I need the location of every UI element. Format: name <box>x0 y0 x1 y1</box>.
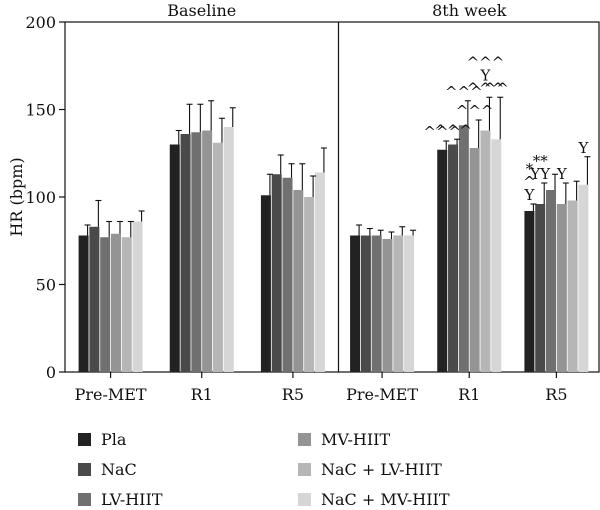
bar-1-0-4 <box>393 235 404 372</box>
significance-mark-1-2-0: ^^^ <box>445 83 483 101</box>
bar-0-2-1 <box>271 174 282 372</box>
bar-1-0-2 <box>371 235 382 372</box>
significance-mark-1-4-0: ^^^ <box>467 79 505 97</box>
legend-swatch <box>298 462 311 476</box>
significance-mark-1-6-2: * <box>526 160 534 178</box>
bar-1-1-4 <box>480 130 491 372</box>
bar-1-0-1 <box>360 235 371 372</box>
chart-error-bars <box>84 96 591 239</box>
bar-0-2-0 <box>260 195 271 372</box>
bar-0-2-4 <box>304 197 315 372</box>
significance-mark-1-7-0: YY <box>529 165 551 183</box>
bar-1-1-0 <box>437 149 448 372</box>
bar-0-1-1 <box>180 134 191 372</box>
legend-item-0: Pla <box>78 428 126 450</box>
bar-0-0-2 <box>100 237 111 372</box>
bar-0-1-3 <box>202 130 213 372</box>
legend-item-2: LV-HIIT <box>78 488 162 510</box>
legend-swatch <box>298 432 311 446</box>
legend-label: LV-HIIT <box>101 489 163 509</box>
y-tick-label-2: 100 <box>25 188 56 207</box>
bar-1-2-0 <box>524 211 535 372</box>
legend-item-3: MV-HIIT <box>298 428 390 450</box>
significance-mark-1-8-0: Y <box>556 165 568 183</box>
bar-0-0-4 <box>121 237 132 372</box>
legend-swatch <box>298 492 311 506</box>
legend-item-4: NaC + LV-HIIT <box>298 458 442 480</box>
chart-bars <box>78 125 589 372</box>
x-tick-label-0-0: Pre-MET <box>75 385 147 404</box>
x-tick-label-0-1: R1 <box>191 385 213 404</box>
legend-label: NaC <box>101 459 137 479</box>
bar-0-2-5 <box>314 172 325 372</box>
significance-mark-1-4-2: ^^^ <box>467 53 505 71</box>
bar-0-2-3 <box>293 190 304 372</box>
bar-1-0-0 <box>350 235 361 372</box>
bar-0-2-2 <box>282 177 293 372</box>
bar-0-0-3 <box>110 233 121 372</box>
bar-1-2-3 <box>556 204 567 372</box>
legend-swatch <box>78 462 91 476</box>
bar-1-1-2 <box>458 125 469 372</box>
significance-mark-1-5-0: ^^ <box>484 79 509 97</box>
legend-item-1: NaC <box>78 458 137 480</box>
bar-1-1-1 <box>448 144 459 372</box>
bar-0-0-1 <box>89 226 100 372</box>
legend-label: NaC + LV-HIIT <box>321 459 442 479</box>
bar-1-1-5 <box>491 139 502 372</box>
bar-1-1-3 <box>469 148 480 372</box>
bar-0-1-2 <box>191 132 202 372</box>
legend-swatch <box>78 432 91 446</box>
legend-label: NaC + MV-HIIT <box>321 489 450 509</box>
legend-swatch <box>78 492 91 506</box>
significance-mark-1-4-1: Y <box>479 66 491 84</box>
legend-item-5: NaC + MV-HIIT <box>298 488 450 510</box>
bar-1-0-3 <box>382 239 393 372</box>
bar-1-0-5 <box>404 235 415 372</box>
panel-title-1: 8th week <box>432 1 507 20</box>
legend-label: Pla <box>101 429 127 449</box>
significance-mark-1-6-1: ^ <box>523 173 536 191</box>
y-tick-label-1: 50 <box>36 276 56 295</box>
bar-1-2-5 <box>578 184 589 372</box>
panel-title-0: Baseline <box>167 1 236 20</box>
x-tick-label-1-0: Pre-MET <box>346 385 418 404</box>
significance-mark-1-1-0: ^^^ <box>434 121 472 139</box>
significance-mark-1-9-0: Y <box>577 139 589 157</box>
significance-mark-1-7-1: ** <box>533 152 549 170</box>
x-tick-label-1-2: R5 <box>545 385 567 404</box>
y-axis-label: HR (bpm) <box>7 157 26 236</box>
significance-mark-1-3-0: ^^^ <box>456 102 494 120</box>
bar-1-2-1 <box>535 204 546 372</box>
y-tick-label-0: 0 <box>46 363 56 382</box>
bar-0-1-0 <box>169 144 180 372</box>
y-tick-label-4: 200 <box>25 13 56 32</box>
legend-label: MV-HIIT <box>321 429 391 449</box>
chart-axes: 0 50 100 150 200 HR (bpm) <box>7 13 600 382</box>
bar-0-1-5 <box>223 127 234 372</box>
bar-1-2-4 <box>567 200 578 372</box>
bar-0-0-5 <box>132 221 143 372</box>
x-tick-label-1-1: R1 <box>458 385 480 404</box>
significance-mark-1-6-0: Y <box>523 186 535 204</box>
significance-mark-1-0-0: ^^^ <box>423 123 461 141</box>
x-tick-label-0-2: R5 <box>282 385 304 404</box>
y-tick-label-3: 150 <box>25 101 56 120</box>
bar-0-1-4 <box>212 142 223 372</box>
bar-1-2-2 <box>546 190 557 372</box>
bar-0-0-0 <box>78 235 89 372</box>
